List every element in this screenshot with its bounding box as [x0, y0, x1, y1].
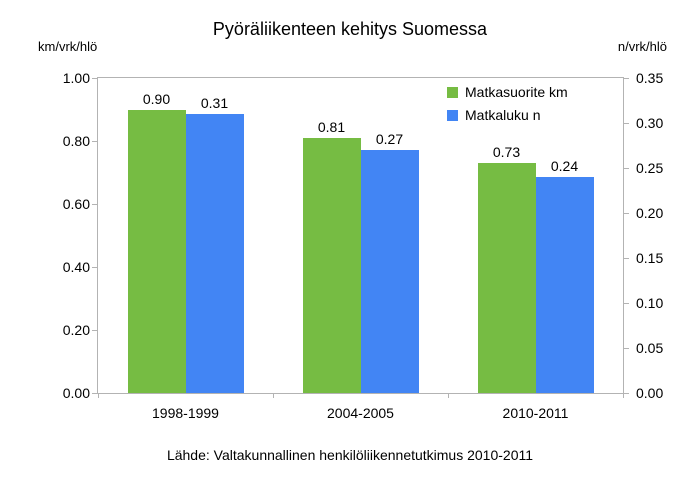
right-axis-tick-label: 0.35 [636, 70, 664, 86]
bar-matkaluku-n [185, 114, 244, 393]
right-axis-tick [623, 302, 629, 304]
right-axis-tick [623, 257, 629, 259]
right-axis-tick-label: 0.00 [636, 385, 664, 401]
left-axis-tick-label: 0.60 [62, 196, 90, 212]
right-axis-tick [623, 167, 629, 169]
chart-title: Pyöräliikenteen kehitys Suomessa [212, 19, 488, 39]
legend-label: Matkaluku n [465, 107, 541, 123]
x-axis-category-label: 1998-1999 [152, 405, 219, 421]
right-axis-tick-label: 0.25 [636, 160, 664, 176]
left-axis-tick [92, 392, 98, 394]
bar-value-label: 0.90 [142, 90, 171, 107]
right-axis-tick [623, 122, 629, 124]
bar-value-label: 0.27 [375, 131, 404, 147]
left-axis-tick-label: 0.40 [62, 259, 90, 275]
bar-value-label: 0.24 [550, 158, 579, 174]
right-axis-tick-label: 0.10 [636, 295, 664, 311]
x-axis-tick [272, 393, 274, 398]
left-axis-tick-label: 1.00 [62, 70, 90, 86]
legend-item-matkasuorite-km: Matkasuorite km [447, 84, 568, 100]
bar-value-label: 0.81 [317, 118, 346, 135]
bar-matkasuorite-km [127, 109, 186, 393]
right-axis-tick [623, 392, 629, 394]
x-axis-category-label: 2010-2011 [502, 405, 569, 421]
x-axis-tick [447, 393, 449, 398]
left-axis-tick [92, 203, 98, 205]
left-axis-tick [92, 266, 98, 268]
left-axis-tick-label: 0.20 [62, 322, 90, 338]
legend-swatch-matkasuorite-km [447, 86, 458, 98]
x-axis-category-label: 2004-2005 [327, 405, 394, 421]
bar-value-label: 0.31 [200, 95, 229, 111]
bar-matkasuorite-km [302, 137, 361, 393]
right-axis-tick-label: 0.20 [636, 205, 664, 221]
legend-item-matkaluku-n: Matkaluku n [447, 107, 568, 123]
left-axis-tick [92, 77, 98, 79]
left-axis-tick [92, 329, 98, 331]
x-axis-tick [622, 393, 624, 398]
right-axis-tick-label: 0.05 [636, 340, 664, 356]
bar-value-label: 0.73 [492, 144, 521, 161]
right-axis-tick [623, 212, 629, 214]
bar-matkasuorite-km [477, 163, 536, 393]
legend-swatch-matkaluku-n [447, 109, 458, 121]
left-axis-tick-label: 0.00 [62, 385, 90, 401]
right-axis-unit-label: n/vrk/hlö [617, 39, 667, 54]
left-axis-tick-label: 0.80 [62, 133, 90, 149]
chart-legend: Matkasuorite km Matkaluku n [447, 84, 568, 130]
left-axis-unit-label: km/vrk/hlö [38, 39, 98, 54]
right-axis-tick-label: 0.30 [636, 115, 664, 131]
legend-label: Matkasuorite km [465, 84, 568, 100]
bar-matkaluku-n [360, 150, 419, 393]
right-axis-tick [623, 77, 629, 79]
source-caption: Lähde: Valtakunnallinen henkilöliikennet… [166, 447, 534, 463]
left-axis-tick [92, 140, 98, 142]
x-axis-tick [97, 393, 99, 398]
right-axis-tick-label: 0.15 [636, 250, 664, 266]
plot-area: 0.00 0.20 0.40 0.60 0.80 1.00 0.00 0.05 0.10 0.15… [63, 70, 664, 421]
right-axis-tick [623, 347, 629, 349]
bar-matkaluku-n [535, 177, 594, 393]
